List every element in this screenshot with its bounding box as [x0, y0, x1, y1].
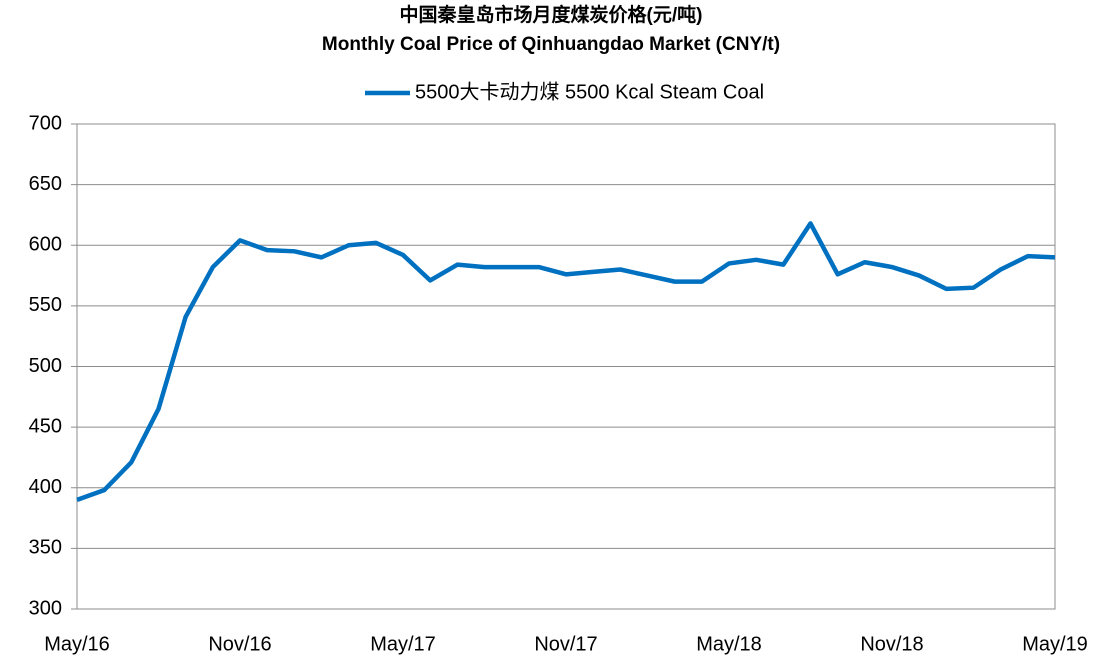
y-tick-label: 300	[29, 597, 62, 619]
y-tick-label: 700	[29, 112, 62, 134]
x-tick-label: Nov/17	[534, 633, 597, 655]
y-tick-label: 400	[29, 476, 62, 498]
series-line	[76, 221, 1056, 502]
y-tick-label: 500	[29, 355, 62, 377]
plot-border	[76, 123, 1056, 610]
y-tick-label: 650	[29, 173, 62, 195]
x-tick-label: May/17	[370, 633, 436, 655]
x-tick-label: Nov/16	[208, 633, 271, 655]
y-tick-label: 450	[29, 415, 62, 437]
x-tick-label: May/18	[696, 633, 762, 655]
chart-title: 中国秦皇岛市场月度煤炭价格(元/吨)	[400, 3, 703, 26]
x-tick-label: Nov/18	[860, 633, 923, 655]
x-tick-label: May/16	[44, 633, 110, 655]
y-tick-label: 550	[29, 294, 62, 316]
y-tick-label: 350	[29, 537, 62, 559]
legend-label: 5500大卡动力煤 5500 Kcal Steam Coal	[415, 80, 764, 103]
y-tick-label: 600	[29, 234, 62, 256]
x-tick-label: May/19	[1022, 633, 1088, 655]
chart-subtitle: Monthly Coal Price of Qinhuangdao Market…	[322, 34, 780, 55]
